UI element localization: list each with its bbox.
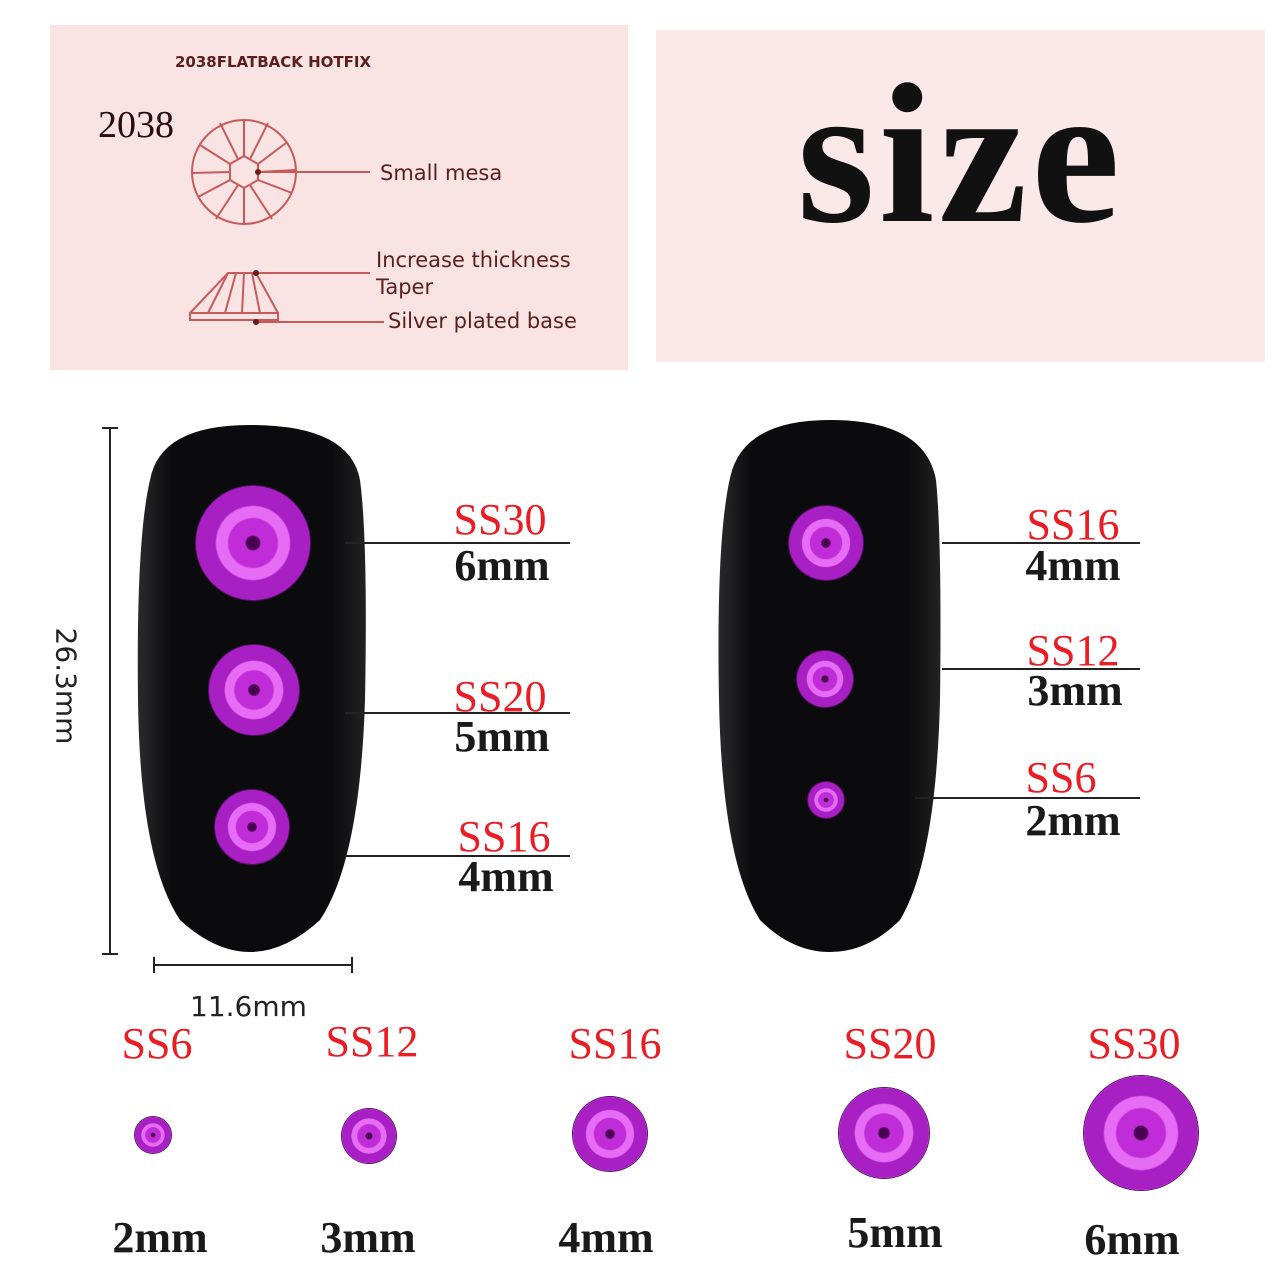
gem-5mm: [839, 1088, 929, 1178]
mm-label: 2mm: [112, 1213, 208, 1262]
width-dimension-line: [153, 964, 353, 966]
gem-4mm: [573, 1097, 647, 1171]
gem-2mm: [135, 1117, 171, 1153]
mm-label: 5mm: [454, 712, 550, 761]
gem-ss20: [209, 645, 299, 735]
ss-label: SS16: [1026, 500, 1120, 549]
mm-label: 3mm: [320, 1213, 416, 1262]
callout-silver-plated-base: Silver plated base: [388, 309, 577, 333]
callout-taper: Taper: [376, 275, 434, 299]
gem-ss12: [797, 651, 853, 707]
ss-label: SS12: [1026, 626, 1120, 675]
height-dimension-line: [109, 427, 111, 955]
ss-label: SS20: [453, 672, 547, 721]
mm-label: 6mm: [454, 541, 550, 590]
dimension-tick: [153, 957, 155, 973]
ss-label: SS30: [453, 495, 547, 544]
mm-label: 5mm: [847, 1208, 943, 1257]
ss-label: SS20: [843, 1019, 937, 1068]
mm-label: 6mm: [1084, 1215, 1180, 1264]
gem-3mm: [342, 1109, 396, 1163]
ss-label: SS30: [1087, 1019, 1181, 1068]
diagram-panel: 2038FLATBACK HOTFIX 2038 Small mesa Incr…: [50, 25, 628, 370]
callout-increase-thickness: Increase thickness: [376, 248, 571, 272]
pointer-line: [345, 855, 570, 857]
width-label: 11.6mm: [190, 990, 307, 1023]
pointer-line: [942, 542, 1140, 544]
mm-label: 4mm: [1025, 541, 1121, 590]
callout-small-mesa: Small mesa: [380, 161, 503, 185]
gem-6mm: [1084, 1076, 1198, 1190]
pointer-line: [942, 668, 1140, 670]
mm-label: 4mm: [458, 852, 554, 901]
gem-ss6: [808, 782, 844, 818]
gem-ss30: [196, 486, 310, 600]
title-panel: [656, 30, 1265, 362]
gem-ss16: [789, 506, 863, 580]
mm-label: 4mm: [558, 1213, 654, 1262]
ss-label: SS16: [568, 1019, 662, 1068]
ss-label: SS16: [457, 812, 551, 861]
dimension-tick: [102, 427, 118, 429]
mm-label: 3mm: [1027, 666, 1123, 715]
mm-label: 2mm: [1025, 796, 1121, 845]
pointer-line: [345, 542, 570, 544]
ss-label: SS6: [1025, 753, 1097, 802]
diagram-header: 2038FLATBACK HOTFIX: [175, 53, 372, 71]
pointer-line: [345, 712, 570, 714]
ss-label: SS12: [325, 1017, 419, 1066]
page-title: size: [797, 44, 1124, 265]
gem-ss16: [215, 790, 289, 864]
pointer-line: [915, 797, 1140, 799]
ss-label: SS6: [121, 1019, 193, 1068]
dimension-tick: [351, 957, 353, 973]
dimension-tick: [102, 953, 118, 955]
model-number: 2038: [98, 104, 174, 146]
rhinestone-diagram-icon: [189, 119, 384, 325]
